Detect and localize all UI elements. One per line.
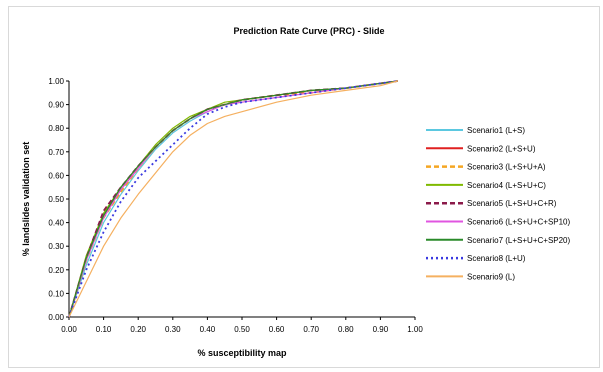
- x-axis-label: % susceptibility map: [197, 348, 287, 358]
- series-line: [68, 80, 398, 318]
- x-tick-label: 0.40: [200, 325, 216, 334]
- legend-label: Scenario9 (L): [467, 272, 515, 281]
- chart-title: Prediction Rate Curve (PRC) - Slide: [233, 26, 384, 36]
- x-tick-label: 1.00: [407, 325, 423, 334]
- y-tick-label: 1.00: [48, 77, 64, 86]
- y-tick-label: 0.90: [48, 101, 64, 110]
- y-tick-label: 0.00: [48, 313, 64, 322]
- x-tick-label: 0.70: [303, 325, 319, 334]
- y-tick-label: 0.30: [48, 242, 64, 251]
- y-axis-label: % landslides validation set: [21, 142, 31, 257]
- x-tick-label: 0.20: [130, 325, 146, 334]
- legend-label: Scenario8 (L+U): [467, 254, 526, 263]
- y-tick-group: 0.00 0.10 0.20 0.30 0.40 0.50 0.60 0.70 0.80 0.90…: [48, 77, 69, 322]
- y-tick-label: 0.10: [48, 289, 64, 298]
- x-tick-label: 0.90: [373, 325, 389, 334]
- legend-label: Scenario2 (L+S+U): [467, 144, 536, 153]
- y-tick-label: 0.70: [48, 148, 64, 157]
- y-tick-label: 0.80: [48, 124, 64, 133]
- legend-label: Scenario7 (L+S+U+C+SP20): [467, 236, 571, 245]
- series-line: [68, 80, 398, 318]
- y-tick-label: 0.60: [48, 171, 64, 180]
- y-tick-label: 0.50: [48, 195, 64, 204]
- prc-chart: Prediction Rate Curve (PRC) - Slide 0.00…: [21, 26, 571, 358]
- x-tick-label: 0.50: [234, 325, 250, 334]
- x-tick-label: 0.30: [165, 325, 181, 334]
- series-line: [68, 80, 398, 318]
- x-tick-group: 0.00 0.10 0.20 0.30 0.40 0.50 0.60 0.70 0.80 0.90…: [61, 317, 423, 334]
- series-group: [68, 80, 398, 318]
- x-tick-label: 0.60: [269, 325, 285, 334]
- legend-label: Scenario4 (L+S+U+C): [467, 181, 546, 190]
- plot-area: [69, 81, 415, 317]
- y-tick-label: 0.20: [48, 266, 64, 275]
- x-tick-label: 0.80: [338, 325, 354, 334]
- x-tick-label: 0.10: [96, 325, 112, 334]
- y-tick-label: 0.40: [48, 219, 64, 228]
- chart-frame: Prediction Rate Curve (PRC) - Slide 0.00…: [8, 6, 600, 368]
- legend: Scenario1 (L+S) Scenario2 (L+S+U) Scenario…: [426, 126, 571, 281]
- legend-label: Scenario6 (L+S+U+C+SP10): [467, 218, 571, 227]
- legend-label: Scenario3 (L+S+U+A): [467, 163, 546, 172]
- x-tick-label: 0.00: [61, 325, 77, 334]
- legend-label: Scenario5 (L+S+U+C+R): [467, 199, 557, 208]
- legend-label: Scenario1 (L+S): [467, 126, 525, 135]
